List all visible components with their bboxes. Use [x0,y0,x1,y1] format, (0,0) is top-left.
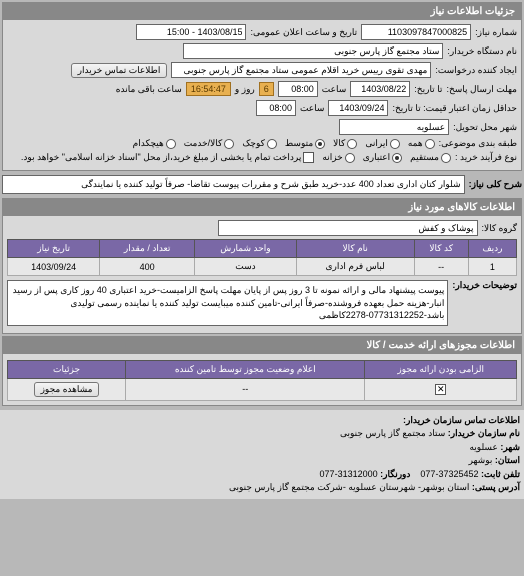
creator-label: ایجاد کننده درخواست: [435,65,517,76]
radio-good[interactable] [347,139,357,149]
remain-label: ساعت باقی مانده [116,84,182,95]
process-radio-group: مستقیم اعتباری خزانه پرداخت تمام یا بخشی… [21,152,451,163]
classif-label: طبقه بندی موضوعی: [439,138,517,149]
radio-mid[interactable] [315,139,325,149]
panel-title: جزئیات اطلاعات نیاز [3,3,521,20]
radio-credit[interactable] [392,153,402,163]
goods-panel: اطلاعات کالاهای مورد نیاز گروه کالا: ردی… [2,198,522,334]
radio-treasury[interactable] [345,153,355,163]
need-details-panel: جزئیات اطلاعات نیاز شماره نیاز: تاریخ و … [2,2,522,171]
goods-table: ردیف کد کالا نام کالا واحد شمارش تعداد /… [7,239,517,276]
and-label: روز و [235,84,255,95]
classif-radio-group: همه ایرانی کالا متوسط کوچک کالا/خدمت هیچ… [133,138,435,149]
remain-days: 6 [259,82,274,96]
contact-block: اطلاعات تماس سازمان خریدار: نام سازمان خ… [0,410,524,499]
deadline-date-input[interactable] [350,81,410,97]
note-label: توضیحات خریدار: [452,280,517,291]
price-valid-label: حداقل زمان اعتبار قیمت: تا تاریخ: [392,103,517,114]
need-desc-label: شرح کلی نیاز: [469,179,522,190]
contact-buyer-button[interactable]: اطلاعات تماس خریدار [71,63,168,78]
license-table: الزامی بودن ارائه مجوز اعلام وضعیت مجوز … [7,360,517,401]
mandatory-checkbox[interactable] [435,384,446,395]
contact-title: اطلاعات تماس سازمان خریدار: [403,415,520,425]
col-status: اعلام وضعیت مجوز توسط تامین کننده [126,360,365,378]
deadline-time-input[interactable] [278,81,318,97]
col-qty: تعداد / مقدار [100,240,195,258]
deadline-label: مهلت ارسال پاسخ: [446,84,517,95]
col-details: جزئیات [8,360,126,378]
table-row[interactable]: 1 -- لباس فرم اداری دست 400 1403/09/24 [8,258,517,276]
col-code: کد کالا [414,240,468,258]
license-panel-title: اطلاعات مجوزهای ارائه خدمت / کالا [3,337,521,354]
check-partial[interactable] [303,152,314,163]
deliver-city-input[interactable] [339,119,449,135]
need-desc-text: شلوار کتان اداری تعداد 400 عدد-خرید طبق … [2,175,465,194]
radio-direct[interactable] [441,153,451,163]
time-label-1: ساعت [322,84,347,95]
col-mandatory: الزامی بودن ارائه مجوز [365,360,517,378]
process-label: نوع فرآیند خرید : [455,152,517,163]
ann-datetime-input[interactable] [136,24,246,40]
group-label: گروه کالا: [482,223,517,234]
creator-input[interactable] [171,62,431,78]
price-valid-time-input[interactable] [256,100,296,116]
countdown: 16:54:47 [186,82,231,96]
need-no-input[interactable] [361,24,471,40]
col-unit: واحد شمارش [195,240,297,258]
col-name: نام کالا [296,240,414,258]
note-text: پیوست پیشنهاد مالی و ارائه نمونه تا 3 رو… [7,280,448,326]
until-label: تا تاریخ: [414,84,442,95]
radio-none[interactable] [166,139,176,149]
license-panel: اطلاعات مجوزهای ارائه خدمت / کالا الزامی… [2,336,522,406]
radio-iran[interactable] [390,139,400,149]
buyer-org-label: نام دستگاه خریدار: [447,46,517,57]
time-label-2: ساعت [300,103,325,114]
deliver-city-label: شهر محل تحویل: [453,122,517,133]
col-date: تاریخ نیاز [8,240,100,258]
view-license-button[interactable]: مشاهده مجوز [34,382,100,397]
goods-panel-title: اطلاعات کالاهای مورد نیاز [3,199,521,216]
ann-datetime-label: تاریخ و ساعت اعلان عمومی: [250,27,357,38]
radio-service[interactable] [224,139,234,149]
need-no-label: شماره نیاز: [475,27,517,38]
col-row: ردیف [468,240,516,258]
radio-small[interactable] [267,139,277,149]
price-valid-date-input[interactable] [328,100,388,116]
buyer-org-input[interactable] [183,43,443,59]
group-input[interactable] [218,220,478,236]
radio-all[interactable] [425,139,435,149]
table-row: -- مشاهده مجوز [8,378,517,400]
